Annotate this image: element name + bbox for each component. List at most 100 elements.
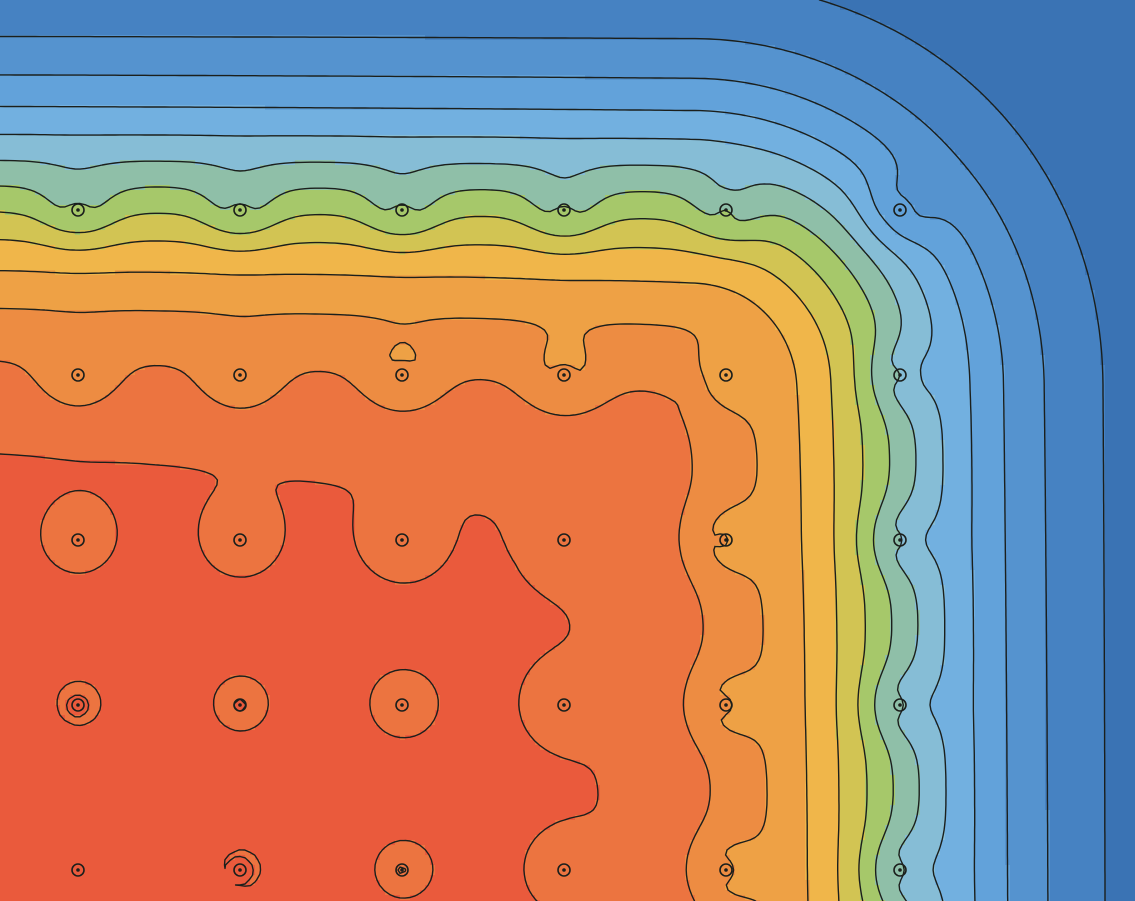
contour-band-segment (835, 520, 855, 525)
contour-band-segment (810, 265, 845, 270)
contour-band-segment (820, 335, 850, 340)
contour-band-segment (865, 750, 890, 755)
contour-band-segment (805, 590, 835, 595)
contour-band-segment (595, 325, 675, 330)
contour-band-segment (920, 770, 945, 775)
contour-band-segment (765, 810, 805, 815)
contour-band-segment (1045, 450, 1105, 455)
contour-band-segment (805, 260, 845, 265)
contour-band-segment (1105, 705, 1135, 710)
contour-band-segment (100, 565, 215, 570)
contour-band-segment (50, 200, 105, 205)
contour-band-segment (925, 385, 970, 390)
contour-band-segment (545, 350, 585, 355)
contour-band-segment (1005, 805, 1045, 810)
contour-band-segment (1005, 855, 1050, 860)
source-marker (71, 533, 85, 547)
contour-band-segment (1105, 465, 1135, 470)
contour-band-segment (375, 400, 435, 405)
contour-band-segment (0, 725, 230, 730)
contour-band-segment (0, 40, 745, 45)
contour-band-segment (865, 605, 890, 610)
contour-band-segment (1105, 630, 1135, 635)
contour-band-segment (905, 410, 940, 415)
contour-band-segment (820, 205, 855, 210)
contour-band-segment (1005, 380, 1045, 385)
contour-band-segment (850, 230, 870, 235)
contour-band-segment (915, 605, 945, 610)
contour-band-segment (765, 775, 805, 780)
contour-band-segment (1045, 680, 1105, 685)
contour-band-segment (920, 795, 945, 800)
contour-band-segment (370, 705, 440, 710)
contour-band-segment (920, 630, 945, 635)
contour-band-segment (900, 880, 935, 885)
contour-band-segment (835, 495, 860, 500)
contour-band-segment (0, 185, 20, 190)
contour-band-segment (945, 745, 975, 750)
contour-band-segment (0, 535, 40, 540)
contour-band-segment (915, 440, 945, 445)
contour-band-segment (1045, 740, 1105, 745)
contour-band-segment (840, 855, 860, 860)
contour-band-segment (525, 195, 605, 200)
contour-band-segment (865, 790, 895, 795)
contour-band-segment (435, 225, 530, 230)
contour-band-segment (1005, 115, 1135, 120)
contour-band-segment (415, 840, 530, 845)
contour-band-segment (1045, 545, 1105, 550)
contour-band-segment (930, 215, 1000, 220)
contour-band-segment (520, 570, 685, 575)
contour-band-segment (730, 705, 805, 710)
contour-band-segment (1045, 170, 1135, 175)
contour-band-segment (870, 375, 900, 380)
contour-band-segment (970, 545, 1005, 550)
contour-band-segment (860, 695, 875, 700)
contour-band-segment (520, 695, 685, 700)
contour-band-segment (875, 550, 895, 555)
contour-band-segment (925, 540, 970, 545)
contour-band-segment (275, 485, 340, 490)
contour-band-segment (685, 430, 755, 435)
contour-band-segment (1005, 225, 1070, 230)
contour-band-segment (945, 265, 980, 270)
contour-band-segment (1050, 890, 1105, 895)
contour-band-segment (945, 60, 1135, 65)
contour-band-segment (860, 510, 880, 515)
contour-band-segment (1095, 315, 1135, 320)
contour-band-segment (865, 815, 890, 820)
contour-band-segment (950, 285, 985, 290)
contour-band-segment (930, 320, 965, 325)
contour-band-segment (945, 765, 975, 770)
contour-band-segment (970, 245, 1015, 250)
contour-band-segment (885, 825, 915, 830)
contour-band-segment (1105, 445, 1135, 450)
contour-band-segment (350, 495, 685, 500)
contour-band-segment (800, 160, 855, 165)
contour-band-segment (805, 865, 840, 870)
contour-band-segment (800, 420, 835, 425)
contour-band-segment (1005, 530, 1045, 535)
contour-band-segment (910, 110, 1000, 115)
contour-band-segment (915, 755, 945, 760)
contour-band-segment (685, 500, 740, 505)
contour-band-segment (1050, 845, 1105, 850)
contour-band-segment (830, 285, 860, 290)
contour-band-segment (725, 680, 805, 685)
contour-band-segment (360, 390, 445, 395)
contour-band-segment (975, 765, 1005, 770)
contour-band-segment (730, 700, 805, 705)
contour-band-segment (1105, 895, 1135, 900)
contour-band-segment (805, 800, 840, 805)
contour-band-segment (765, 785, 805, 790)
contour-band-segment (870, 130, 935, 135)
contour-band-segment (555, 645, 700, 650)
contour-band-segment (825, 240, 855, 245)
contour-band-segment (200, 515, 285, 520)
contour-band-segment (375, 685, 435, 690)
contour-band-segment (535, 835, 695, 840)
contour-band-segment (900, 690, 935, 695)
contour-band-segment (935, 510, 970, 515)
contour-band-segment (995, 305, 1035, 310)
contour-band-segment (260, 875, 375, 880)
